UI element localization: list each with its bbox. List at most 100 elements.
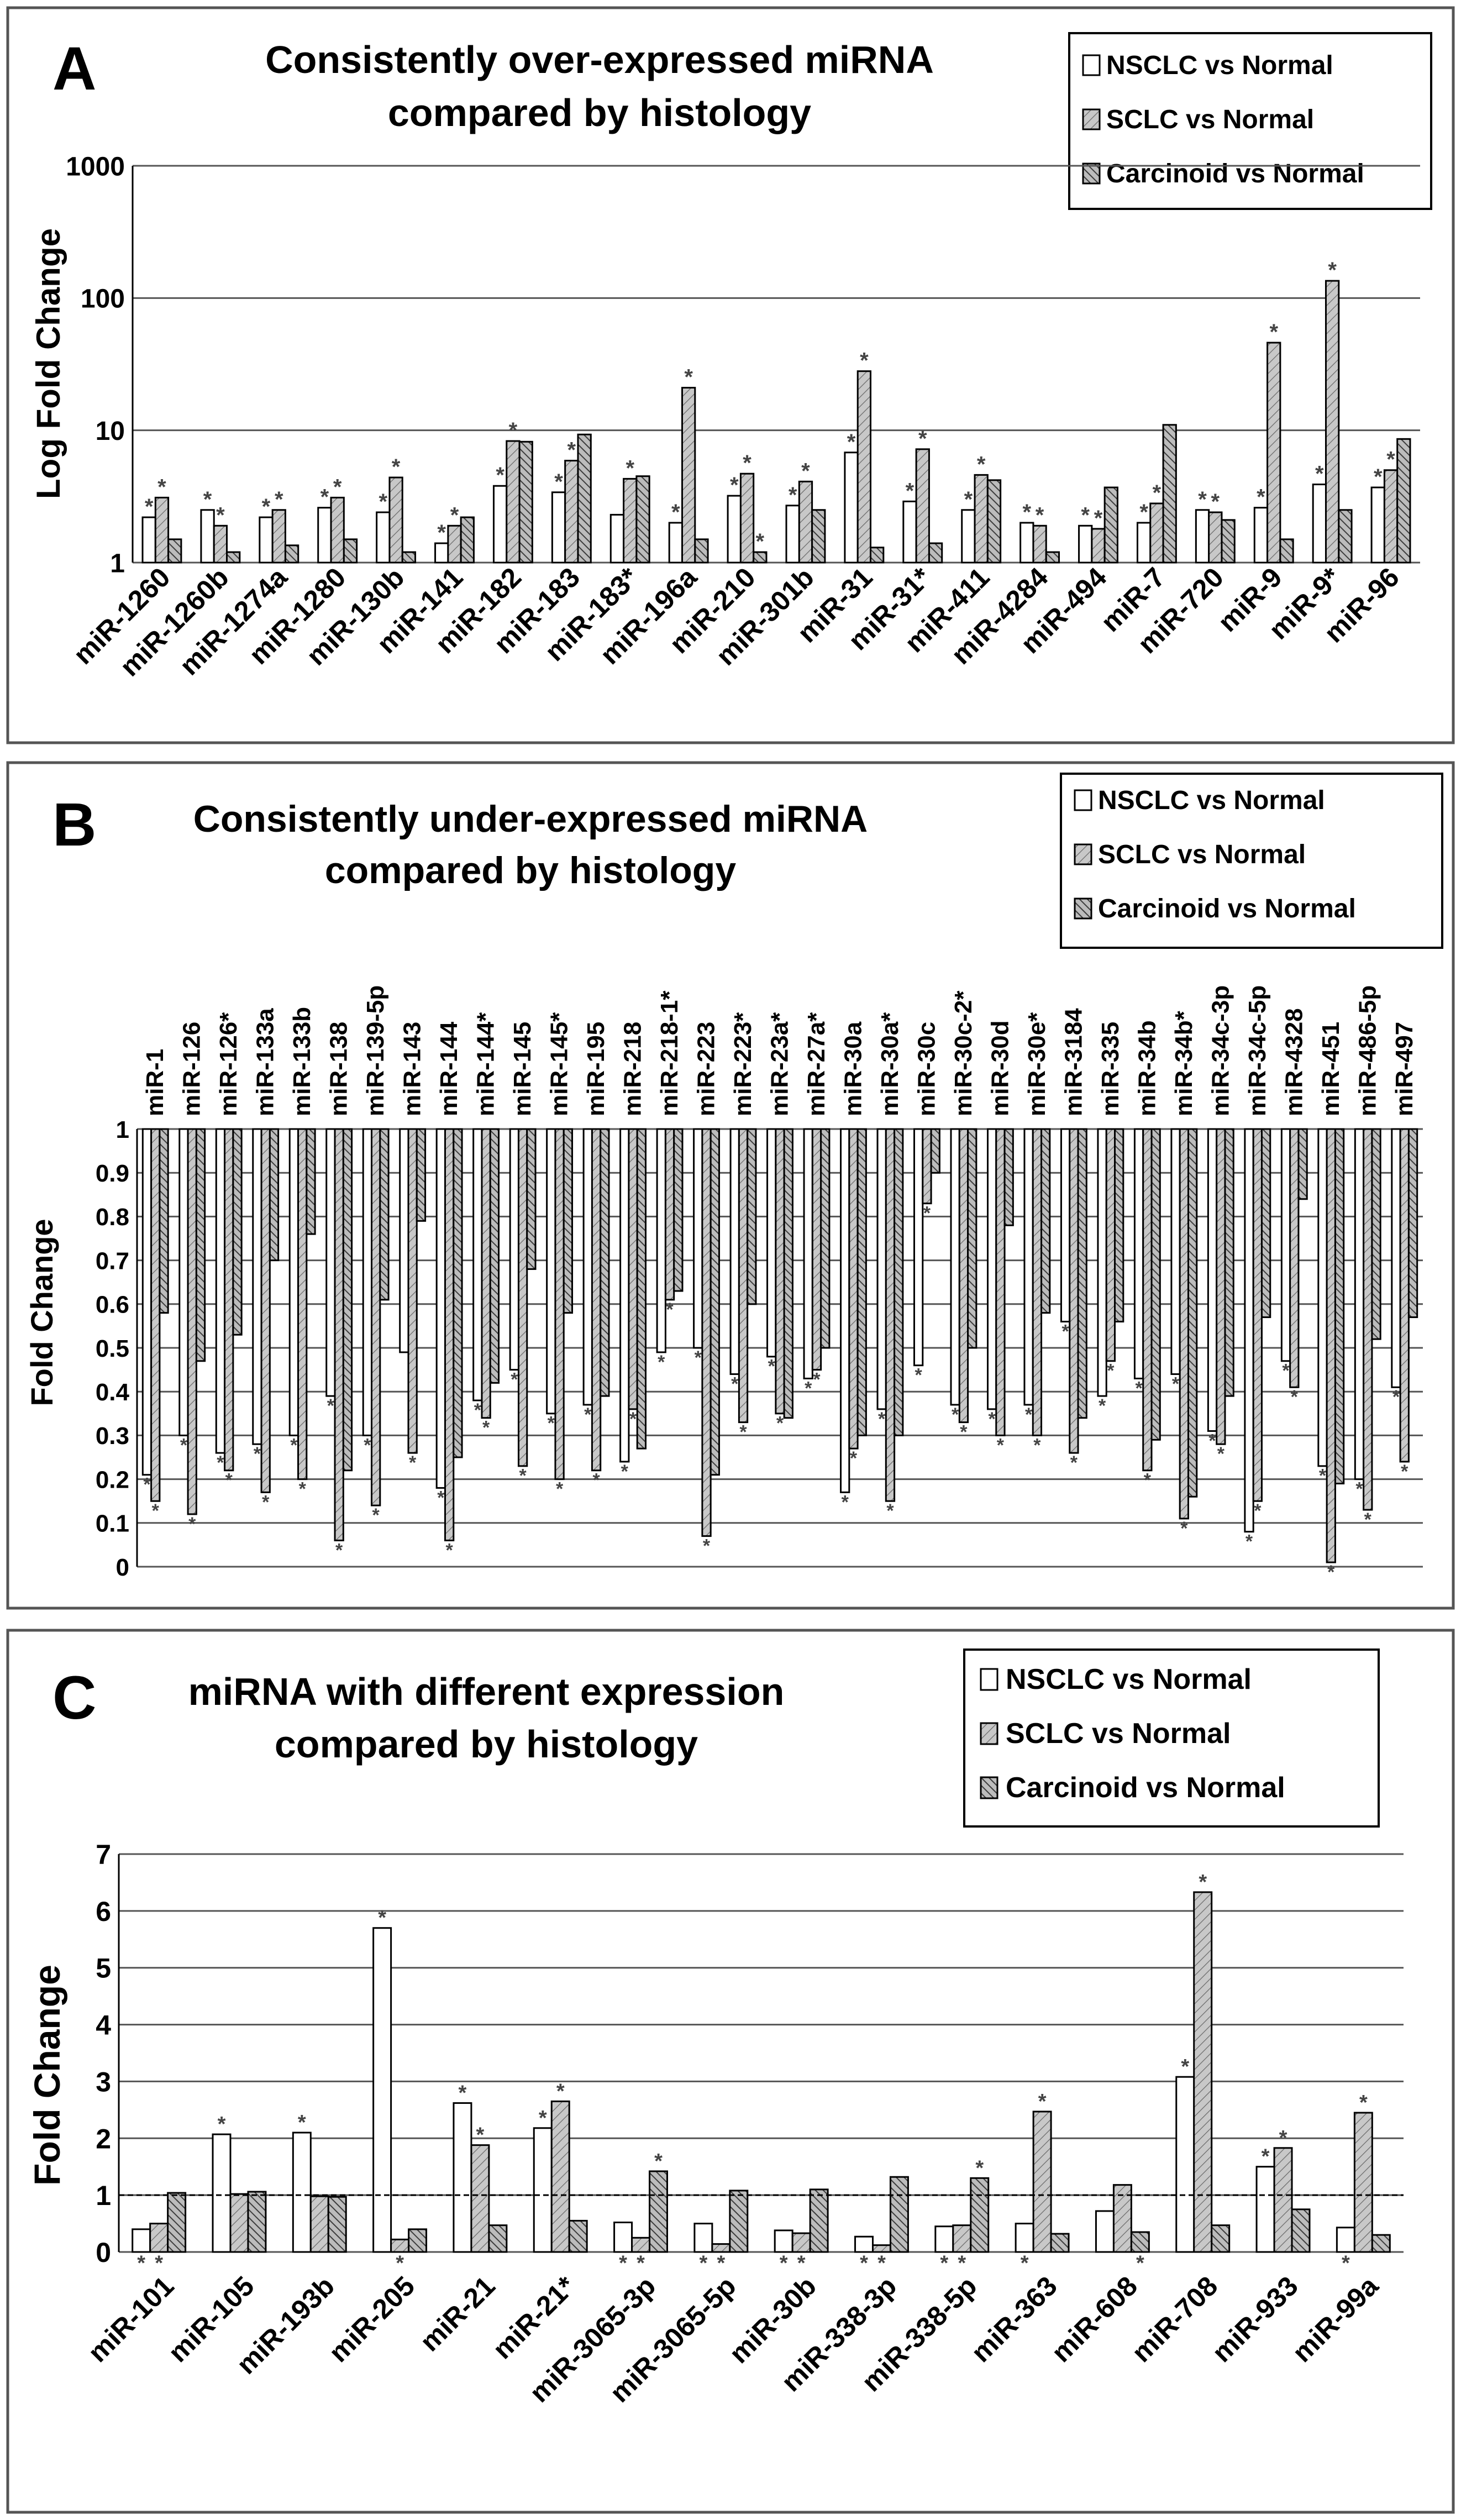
legend-label-sclc: SCLC vs Normal (1098, 840, 1306, 869)
significance-marker: * (877, 2251, 886, 2275)
significance-marker: * (1282, 1361, 1290, 1382)
bar-sclc (1193, 1891, 1213, 2253)
significance-marker: * (629, 1409, 637, 1430)
significance-marker: * (952, 1404, 959, 1425)
bar-carcinoid (342, 1128, 353, 1472)
bar-sclc (481, 1128, 491, 1419)
bar-carcinoid (809, 2188, 829, 2253)
significance-marker: * (155, 2251, 163, 2275)
legend-swatch-sclc (980, 1722, 998, 1745)
significance-marker: * (1070, 1452, 1078, 1473)
bar-nsclc (1015, 2223, 1034, 2253)
panel-c: C miRNA with different expression compar… (6, 1629, 1455, 2514)
significance-marker: * (960, 1422, 968, 1443)
significance-marker: * (1208, 1430, 1216, 1451)
panel-b-y-axis-label: Fold Change (24, 1219, 59, 1406)
significance-marker: * (476, 2124, 485, 2147)
bar-sclc (631, 2236, 651, 2253)
significance-marker: * (298, 2111, 306, 2134)
significance-marker: * (1061, 1321, 1069, 1342)
significance-marker: * (437, 521, 446, 545)
significance-marker: * (474, 1400, 482, 1421)
bar-sclc (187, 1128, 197, 1515)
significance-marker: * (1401, 1461, 1409, 1482)
bar-carcinoid (453, 1128, 463, 1458)
significance-marker: * (1144, 1470, 1152, 1491)
legend-swatch-carcinoid (980, 1776, 998, 1799)
bar-carcinoid (747, 1128, 757, 1305)
bar-nsclc (215, 1128, 226, 1454)
bar-nsclc (766, 1128, 777, 1358)
panel-b-plot: 00.10.20.30.40.50.60.70.80.91**miR-1**mi… (96, 985, 1423, 1583)
significance-marker: * (152, 1500, 160, 1521)
bar-carcinoid (167, 2192, 187, 2253)
bar-sclc (623, 477, 638, 564)
significance-marker: * (188, 1514, 196, 1535)
bar-sclc (150, 1128, 161, 1502)
bar-nsclc (840, 1128, 850, 1493)
bar-nsclc (551, 491, 566, 564)
bar-carcinoid (600, 1128, 610, 1397)
bar-sclc (390, 2238, 410, 2253)
bar-carcinoid (930, 1128, 940, 1174)
legend-label-nsclc: NSCLC vs Normal (1106, 51, 1333, 80)
category-label: miR-497 (1391, 1022, 1418, 1116)
category-label: miR-218-1* (656, 990, 683, 1116)
bar-nsclc (292, 2132, 312, 2253)
panel-a-legend: NSCLC vs Normal SCLC vs Normal Carcinoid… (1068, 32, 1432, 210)
category-label: miR-144* (472, 1012, 500, 1116)
y-tick-label: 0 (96, 2237, 111, 2268)
significance-marker: * (1139, 500, 1148, 524)
significance-marker: * (776, 1413, 784, 1434)
bar-carcinoid (1050, 2233, 1070, 2253)
bar-carcinoid (1338, 509, 1353, 564)
category-label: miR-133a (252, 1008, 279, 1116)
y-tick-label: 0.4 (96, 1379, 130, 1406)
significance-marker: * (801, 459, 810, 483)
category-label: miR-4328 (1280, 1008, 1307, 1116)
significance-marker: * (684, 365, 693, 390)
legend-box (1068, 32, 1432, 210)
panel-b-letter: B (52, 791, 96, 859)
bar-sclc (681, 387, 696, 564)
bar-sclc (444, 1128, 455, 1541)
significance-marker: * (1217, 1443, 1225, 1464)
significance-marker: * (964, 487, 973, 512)
significance-marker: * (1021, 2251, 1029, 2275)
significance-marker: * (446, 1540, 454, 1561)
bar-nsclc (934, 2225, 954, 2253)
bar-nsclc (252, 1128, 262, 1445)
bar-sclc (1069, 1128, 1079, 1454)
significance-marker: * (1254, 1500, 1262, 1521)
significance-marker: * (1153, 481, 1162, 505)
bar-nsclc (1244, 1128, 1254, 1533)
bar-sclc (1326, 1128, 1336, 1563)
significance-marker: * (1315, 462, 1324, 486)
significance-marker: * (730, 473, 739, 497)
significance-marker: * (396, 2251, 404, 2275)
y-tick-label: 0.5 (96, 1335, 129, 1362)
bar-nsclc (1060, 1128, 1071, 1322)
bar-carcinoid (416, 1128, 427, 1222)
significance-marker: * (1025, 1404, 1033, 1425)
bar-carcinoid (159, 1128, 169, 1314)
significance-marker: * (519, 1466, 527, 1487)
significance-marker: * (592, 1470, 600, 1491)
legend-label-nsclc: NSCLC vs Normal (1006, 1663, 1252, 1695)
significance-marker: * (1036, 503, 1044, 527)
bar-nsclc (609, 513, 625, 564)
bar-carcinoid (1221, 519, 1236, 564)
bar-carcinoid (820, 1128, 831, 1349)
significance-marker: * (392, 455, 401, 479)
significance-marker: * (997, 1435, 1005, 1456)
bar-sclc (995, 1128, 1006, 1436)
bar-sclc (701, 1128, 712, 1537)
bar-nsclc (729, 1128, 740, 1376)
bar-carcinoid (986, 479, 1002, 564)
legend-swatch-carcinoid (1074, 897, 1092, 920)
y-tick-label: 1 (110, 549, 125, 578)
bar-carcinoid (568, 2219, 588, 2253)
bar-carcinoid (1211, 2224, 1231, 2253)
significance-marker: * (1023, 500, 1032, 524)
bar-sclc (628, 1128, 638, 1410)
